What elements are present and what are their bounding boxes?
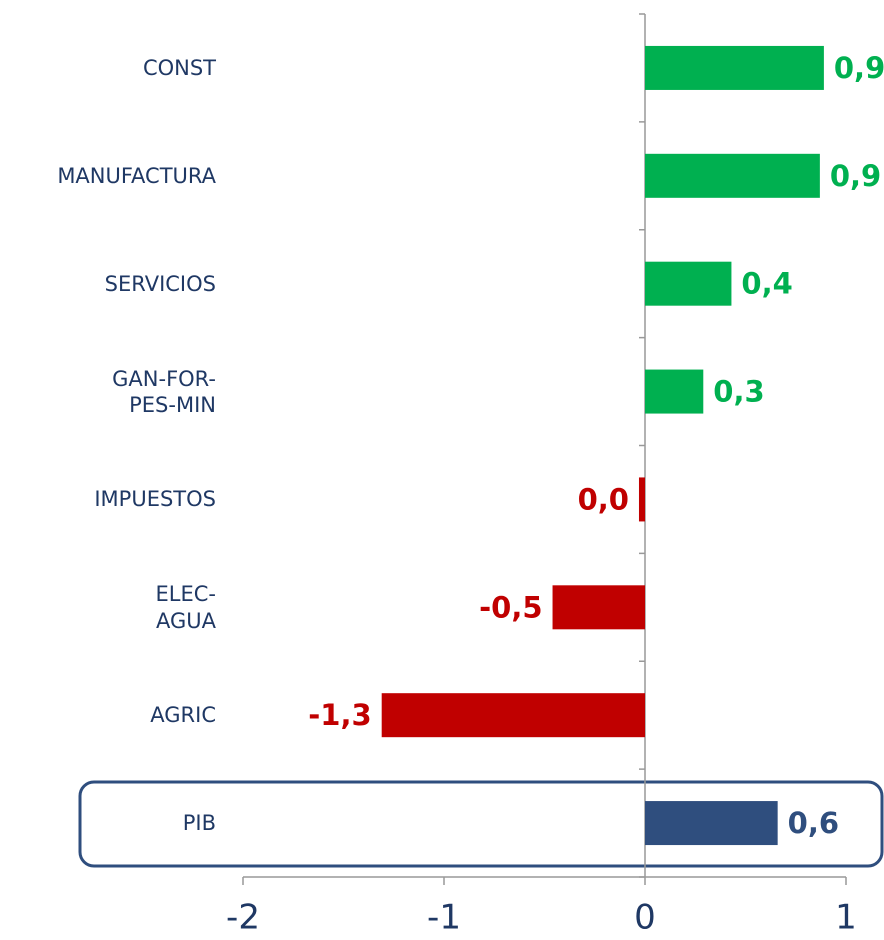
bar [645,369,704,414]
bar [645,45,824,90]
bar [645,801,778,846]
x-tick-label: 1 [835,898,857,938]
x-tick-label: -1 [427,898,461,938]
category-label: CONST [142,55,216,80]
x-tick-label: -2 [226,898,260,938]
value-label: -1,3 [308,698,371,732]
value-label: 0,3 [713,375,764,409]
x-tick-label: 0 [634,898,656,938]
category-label: SERVICIOS [104,271,216,296]
bar [638,477,645,522]
category-label: GAN-FOR- PES-MIN [112,366,216,417]
value-label: 0,6 [788,806,839,840]
highlight-box [78,780,884,868]
category-label: ELEC- AGUA [155,582,216,633]
category-label: AGRIC [150,703,216,728]
bar [645,153,820,198]
bar [645,261,732,306]
value-label: 0,9 [834,51,884,85]
category-label: MANUFACTURA [57,163,216,188]
value-label: -0,5 [479,590,542,624]
value-label: 0,0 [578,482,629,516]
value-label: 0,9 [830,159,881,193]
category-label: IMPUESTOS [94,487,216,512]
bar [552,585,645,630]
value-label: 0,4 [741,267,792,301]
bar [381,693,645,738]
category-label: PIB [182,810,216,835]
